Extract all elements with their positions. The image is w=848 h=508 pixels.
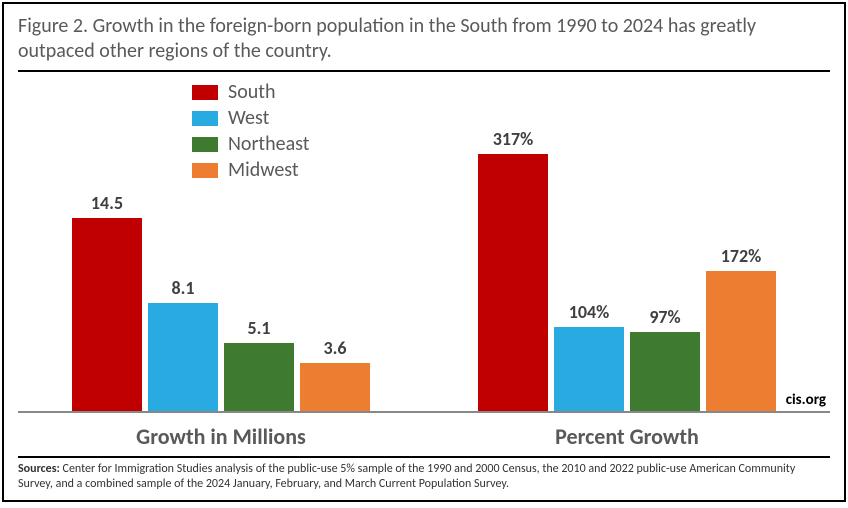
bar-column: 3.6: [300, 337, 370, 411]
legend-swatch: [192, 111, 218, 126]
legend-label: South: [228, 80, 275, 104]
bars-area: 317% 104% 97% 172% cis.org: [424, 80, 830, 413]
chart-panel: 317% 104% 97% 172% cis.org Percent Growth: [424, 80, 830, 456]
bar-column: 14.5: [72, 192, 142, 411]
panel-title: Growth in Millions: [18, 413, 424, 456]
bar: [706, 271, 776, 411]
bar-value-label: 14.5: [91, 192, 123, 214]
legend-swatch: [192, 163, 218, 178]
legend-label: Midwest: [228, 158, 299, 182]
bar: [224, 343, 294, 411]
sources-label: Sources:: [18, 462, 60, 476]
legend-item: South: [192, 80, 309, 104]
bar-value-label: 97%: [649, 306, 680, 328]
chart-panels: 14.5 8.1 5.1 3.6 Growth in Millions 317% 104% 9…: [18, 76, 830, 456]
bar: [300, 363, 370, 411]
bar-column: 8.1: [148, 277, 218, 411]
legend-swatch: [192, 85, 218, 100]
panel-title: Percent Growth: [424, 413, 830, 456]
chart-container: Figure 2. Growth in the foreign-born pop…: [2, 2, 846, 502]
bar-column: 97%: [630, 306, 700, 411]
bar-column: 317%: [478, 128, 548, 411]
legend: SouthWestNortheastMidwest: [192, 80, 309, 182]
bar: [72, 218, 142, 411]
bar-value-label: 172%: [721, 245, 762, 267]
bar-value-label: 317%: [493, 128, 534, 150]
bar-value-label: 3.6: [323, 337, 346, 359]
legend-item: Northeast: [192, 132, 309, 156]
bar: [478, 154, 548, 411]
bar-column: 5.1: [224, 317, 294, 411]
bar: [148, 303, 218, 411]
legend-label: West: [228, 106, 269, 130]
legend-swatch: [192, 137, 218, 152]
bar: [630, 332, 700, 411]
bar-value-label: 8.1: [171, 277, 194, 299]
watermark: cis.org: [786, 391, 826, 409]
sources-text: Center for Immigration Studies analysis …: [18, 462, 795, 491]
bar-value-label: 5.1: [247, 317, 270, 339]
legend-item: Midwest: [192, 158, 309, 182]
bar-column: 104%: [554, 301, 624, 411]
figure-title: Figure 2. Growth in the foreign-born pop…: [18, 14, 830, 72]
chart-zone: SouthWestNortheastMidwest 14.5 8.1 5.1 3.6 G…: [18, 76, 830, 456]
legend-item: West: [192, 106, 309, 130]
bar-value-label: 104%: [569, 301, 610, 323]
bar-column: 172%: [706, 245, 776, 411]
legend-label: Northeast: [228, 132, 309, 156]
sources-note: Sources: Center for Immigration Studies …: [18, 456, 830, 492]
bar: [554, 327, 624, 411]
